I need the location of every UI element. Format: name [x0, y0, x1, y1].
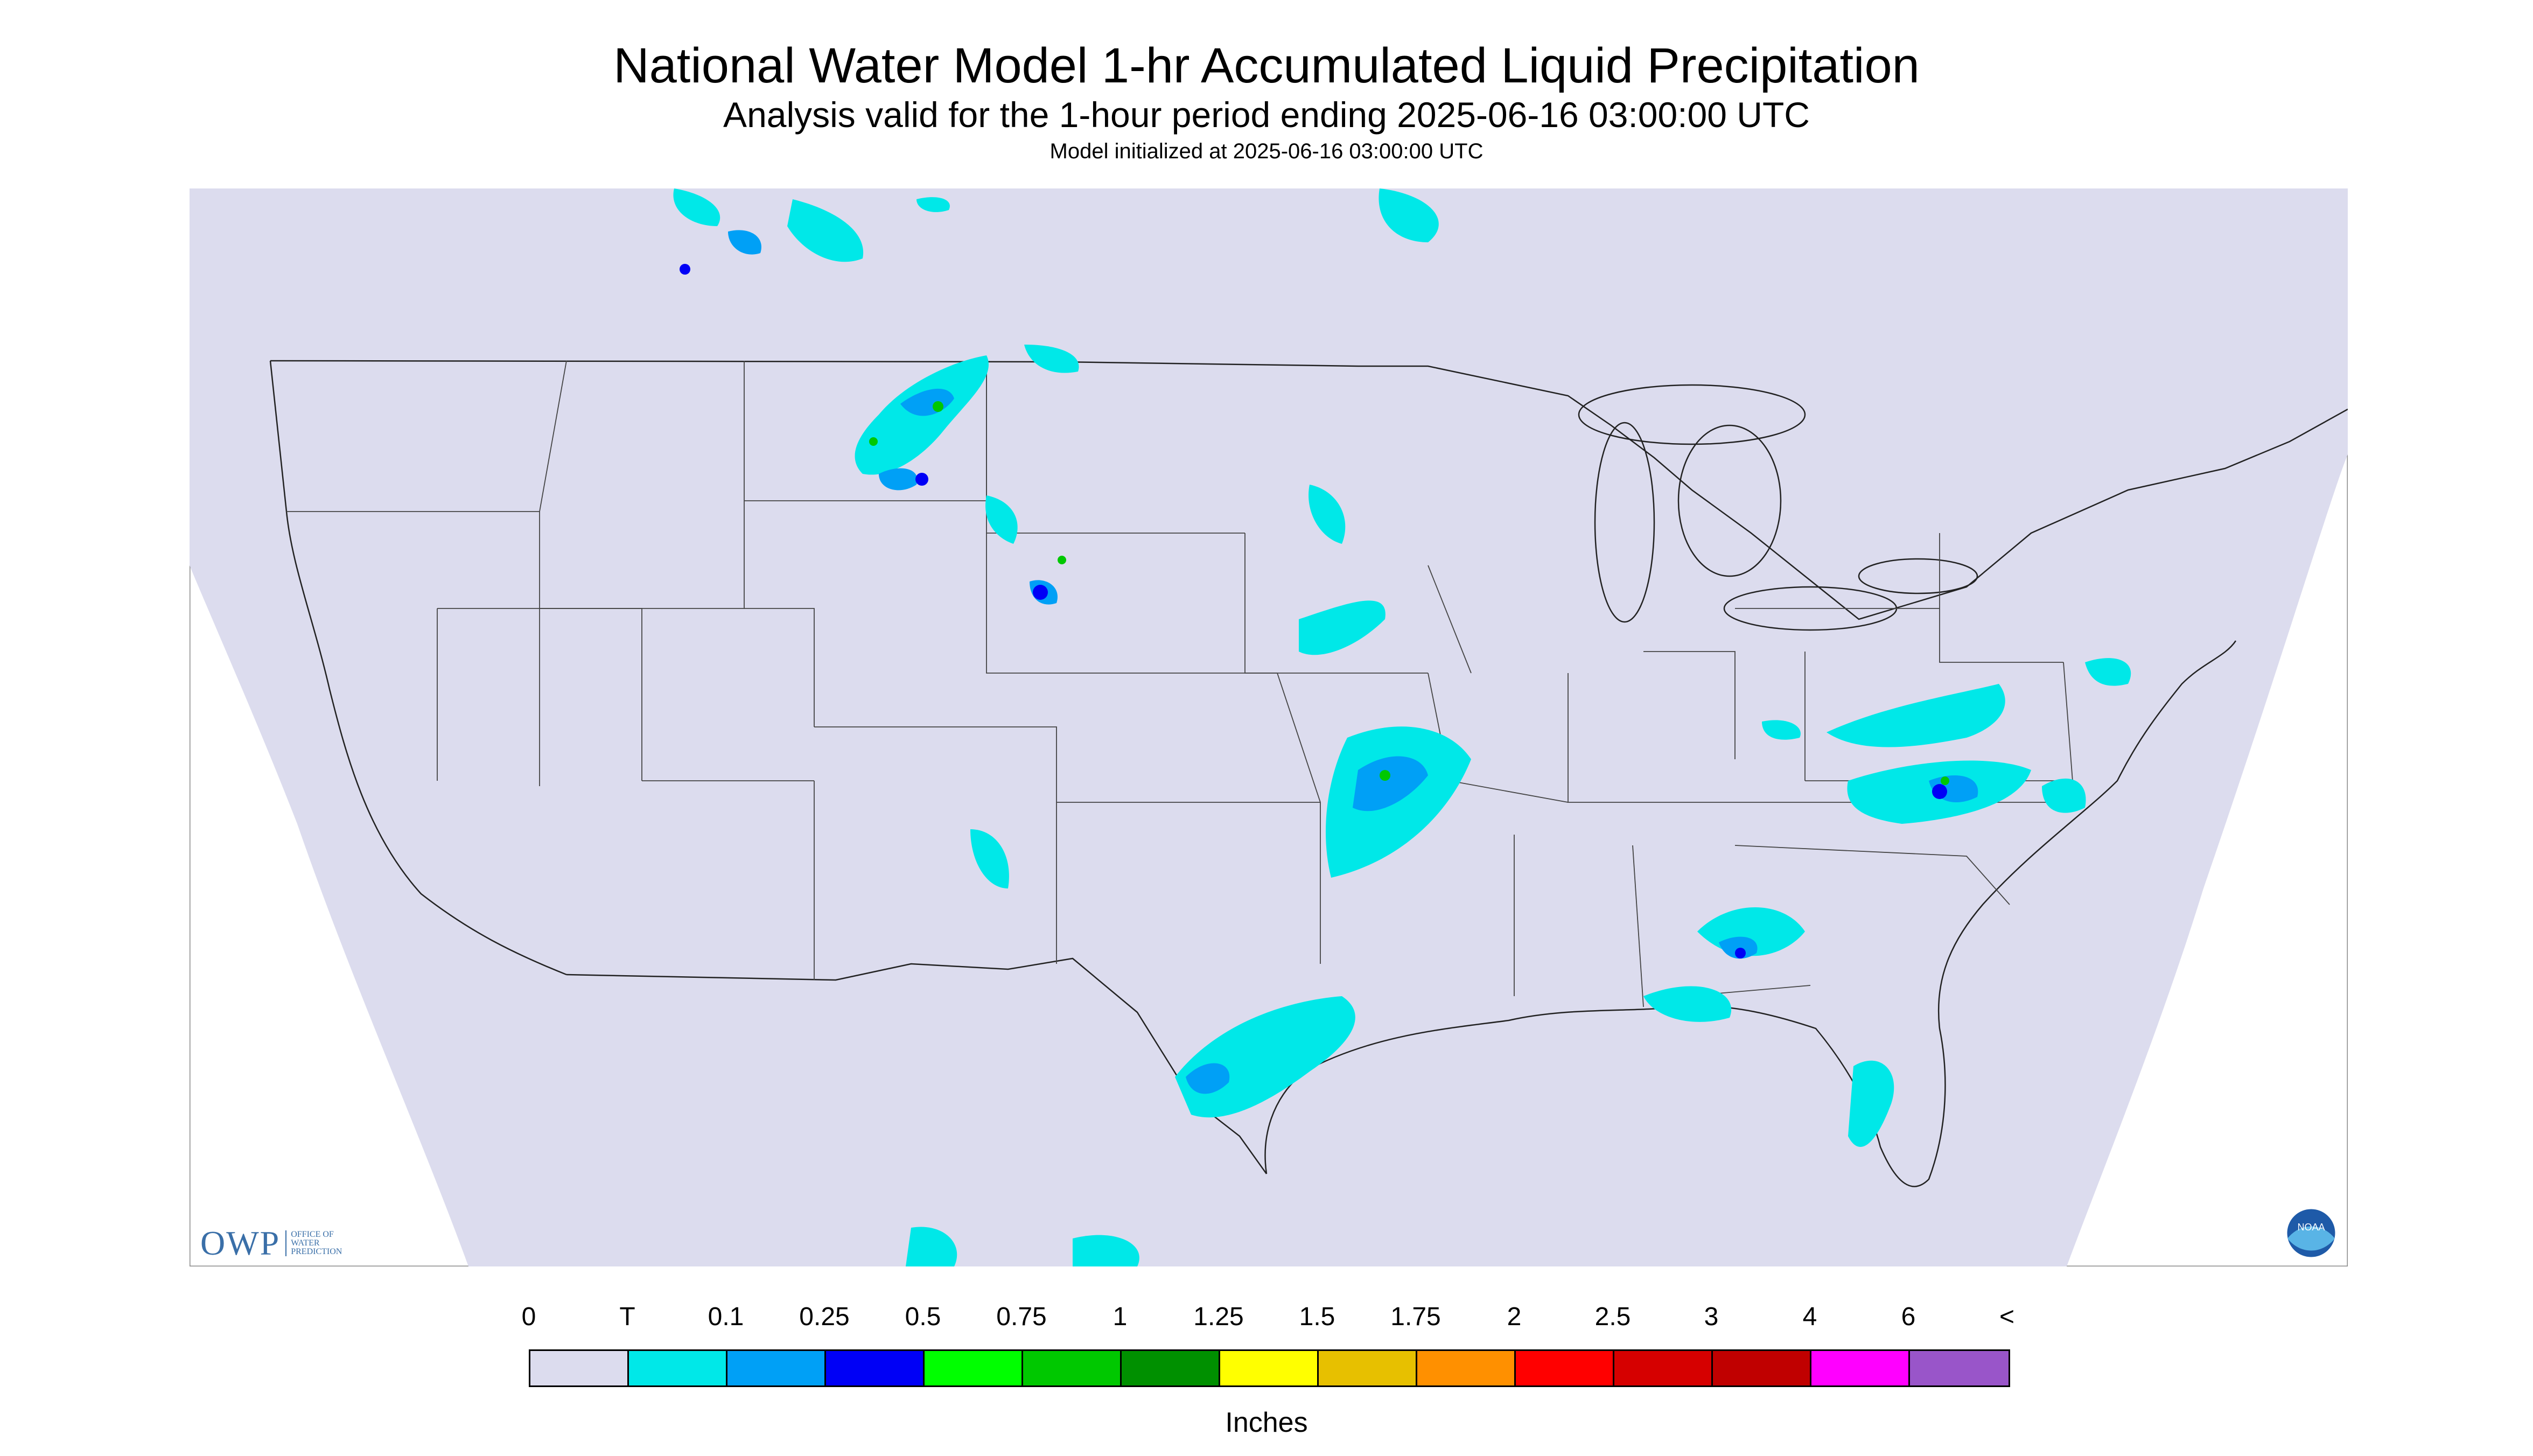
legend-swatch — [1910, 1351, 2009, 1385]
precip-heavy — [680, 264, 1947, 958]
legend-tick-label: 3 — [1704, 1303, 1719, 1331]
pacific-coastline — [269, 360, 567, 976]
legend-swatch — [1713, 1351, 1811, 1385]
lake-ontario — [1858, 558, 1978, 594]
legend-colorbar — [529, 1349, 2010, 1387]
precip-green — [869, 401, 1949, 785]
legend-tick-label: 1.25 — [1193, 1303, 1244, 1331]
legend-tick-label: 4 — [1802, 1303, 1817, 1331]
legend-swatch — [1220, 1351, 1319, 1385]
mexico-border — [566, 957, 1268, 1174]
legend-swatch — [1319, 1351, 1417, 1385]
legend-swatch — [1023, 1351, 1122, 1385]
noaa-logo: NOAA — [2285, 1207, 2337, 1259]
legend-swatch — [826, 1351, 925, 1385]
legend-swatch — [727, 1351, 826, 1385]
legend-tick-label: 2.5 — [1594, 1303, 1631, 1331]
map-title: National Water Model 1-hr Accumulated Li… — [613, 38, 1920, 93]
legend-swatch — [925, 1351, 1023, 1385]
legend-units: Inches — [1225, 1407, 1308, 1438]
legend-swatch — [1516, 1351, 1614, 1385]
legend-tick-label: 1 — [1112, 1303, 1128, 1331]
legend-swatch — [1417, 1351, 1516, 1385]
precipitation-map: NOAA — [190, 188, 2348, 1266]
lake-michigan — [1594, 422, 1655, 623]
legend-tick-label: 6 — [1901, 1303, 1916, 1331]
map-subtitle: Analysis valid for the 1-hour period end… — [723, 95, 1810, 135]
legend-tick-label: 0.75 — [996, 1303, 1047, 1331]
legend-tick-label: < — [1999, 1303, 2015, 1331]
owp-logo-line-3: PREDICTION — [291, 1247, 342, 1256]
owp-logo-line-2: WATER — [291, 1238, 320, 1248]
owp-logo: OWP OFFICE OF WATER PREDICTION — [200, 1223, 342, 1263]
legend-tick-label: 0.25 — [799, 1303, 850, 1331]
legend-tick-label: 0.5 — [905, 1303, 941, 1331]
legend-tick-label: 1.5 — [1299, 1303, 1335, 1331]
legend-tick-label: 0 — [521, 1303, 536, 1331]
geographic-outlines — [269, 360, 2348, 1187]
legend-swatch — [1614, 1351, 1713, 1385]
lake-huron — [1677, 424, 1782, 577]
legend-swatch — [530, 1351, 629, 1385]
model-init-time: Model initialized at 2025-06-16 03:00:00… — [1049, 139, 1484, 163]
legend-tick-label: 1.75 — [1390, 1303, 1441, 1331]
legend-tick-label: 0.1 — [708, 1303, 744, 1331]
model-domain — [190, 188, 2348, 1266]
lake-superior — [1578, 384, 1806, 445]
owp-logo-line-1: OFFICE OF — [291, 1230, 334, 1239]
state-borders — [286, 360, 2075, 1007]
legend-tick-label: T — [619, 1303, 635, 1331]
legend-swatch — [1122, 1351, 1220, 1385]
canada-us-border — [270, 360, 2348, 620]
owp-logo-subtext: OFFICE OF WATER PREDICTION — [285, 1230, 342, 1256]
owp-logo-wordmark: OWP — [200, 1224, 281, 1262]
noaa-logo-text: NOAA — [2297, 1222, 2325, 1233]
legend-tick-label: 2 — [1507, 1303, 1522, 1331]
legend-swatch — [629, 1351, 727, 1385]
gulf-coastline — [1264, 640, 2237, 1187]
legend-swatch — [1811, 1351, 1910, 1385]
